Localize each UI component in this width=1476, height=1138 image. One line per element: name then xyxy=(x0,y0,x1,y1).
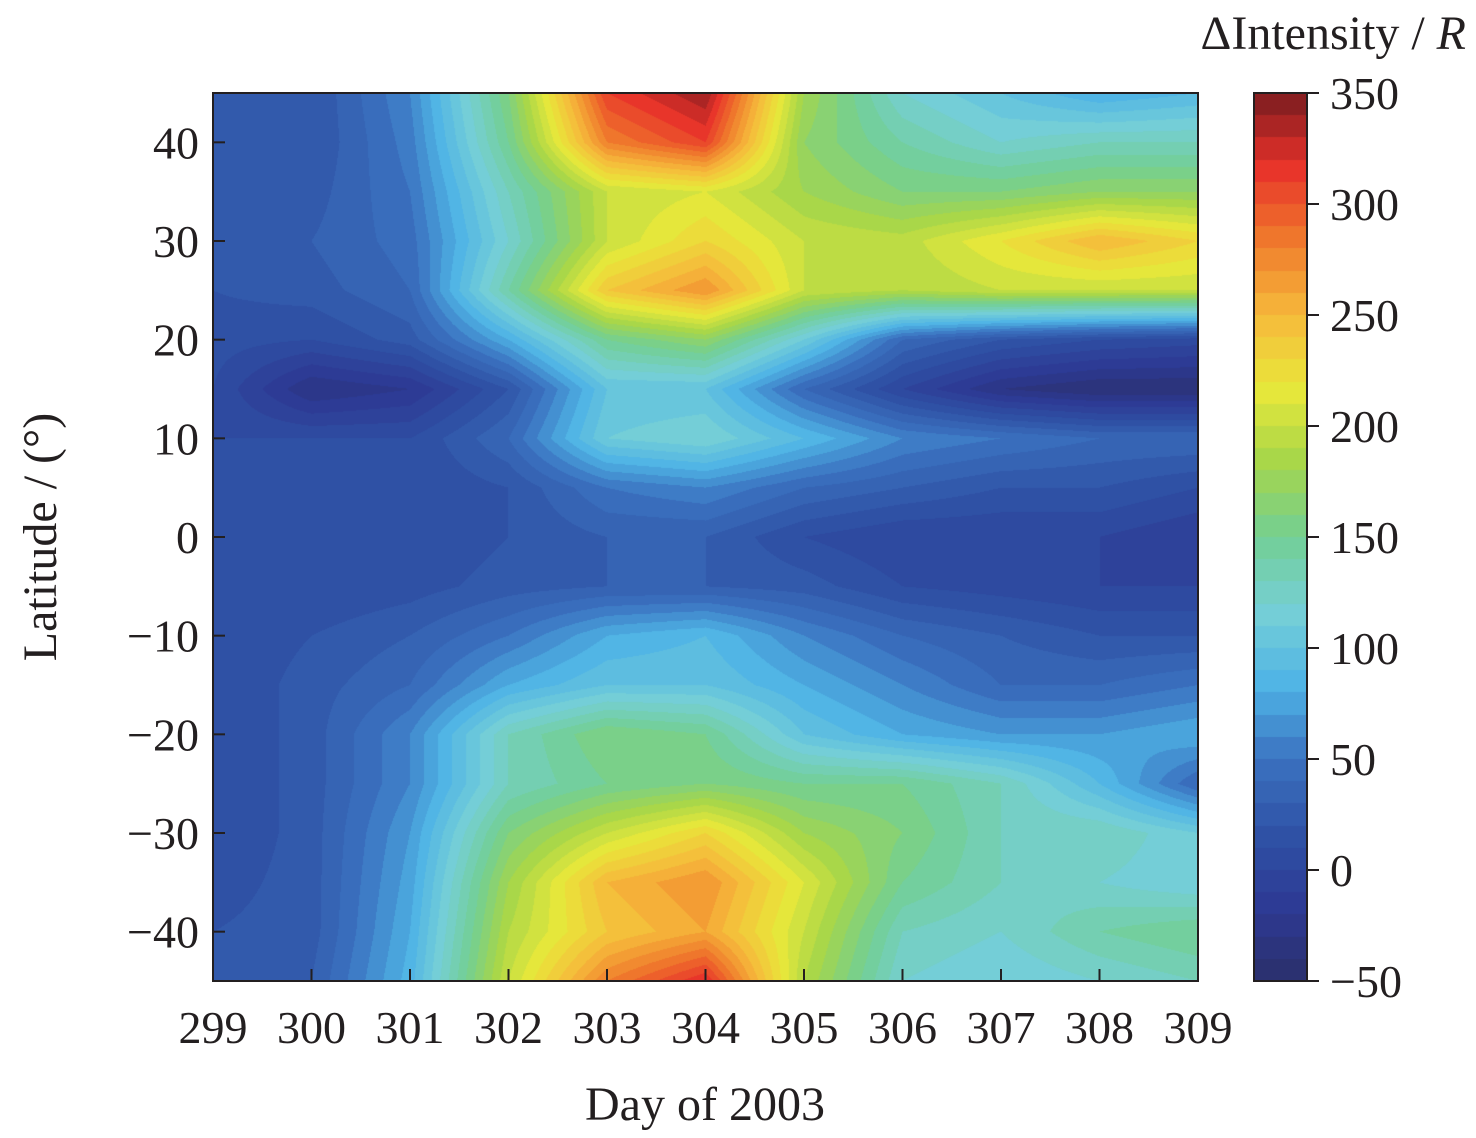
y-tick-label: 0 xyxy=(176,512,199,563)
x-tick-label: 302 xyxy=(474,1002,543,1053)
y-tick-label: 30 xyxy=(153,216,199,267)
x-axis: 299 300 301 302 303 304 305 306 307 308 309 xyxy=(179,969,1233,1053)
x-tick-label: 300 xyxy=(277,1002,346,1053)
x-tick-label: 301 xyxy=(376,1002,445,1053)
y-tick-label: 10 xyxy=(153,413,199,464)
x-tick-label: 304 xyxy=(671,1002,740,1053)
y-tick-label: 40 xyxy=(153,117,199,168)
x-tick-label: 306 xyxy=(868,1002,937,1053)
colorbar-tick-label: 0 xyxy=(1330,845,1353,896)
colorbar-axis: 350 300 250 200 150 100 50 0 −50 xyxy=(1307,68,1402,1007)
y-axis-title: Latitude / (°) xyxy=(14,413,67,661)
colorbar xyxy=(1254,93,1307,981)
colorbar-tick-label: 200 xyxy=(1330,401,1399,452)
x-tick-label: 305 xyxy=(770,1002,839,1053)
colorbar-tick-label: 50 xyxy=(1330,734,1376,785)
colorbar-tick-label: −50 xyxy=(1330,956,1402,1007)
y-tick-label: −40 xyxy=(127,907,199,958)
y-tick-label: −20 xyxy=(127,709,199,760)
colorbar-title: ΔIntensity / R xyxy=(1200,6,1466,61)
colorbar-tick-label: 350 xyxy=(1330,68,1399,119)
y-tick-label: 20 xyxy=(153,315,199,366)
colorbar-tick-label: 300 xyxy=(1330,179,1399,230)
x-tick-label: 309 xyxy=(1164,1002,1233,1053)
x-tick-label: 307 xyxy=(967,1002,1036,1053)
y-tick-label: −30 xyxy=(127,808,199,859)
colorbar-title-text: ΔIntensity / xyxy=(1200,7,1437,60)
colorbar-tick-label: 100 xyxy=(1330,623,1399,674)
colorbar-title-unit: R xyxy=(1436,7,1466,60)
x-axis-title: Day of 2003 xyxy=(585,1078,825,1131)
colorbar-tick-label: 150 xyxy=(1330,512,1399,563)
contour-plot-area xyxy=(213,93,1198,981)
x-tick-label: 299 xyxy=(179,1002,248,1053)
colorbar-tick-label: 250 xyxy=(1330,290,1399,341)
y-tick-label: −10 xyxy=(127,611,199,662)
y-axis: 40 30 20 10 0 −10 −20 −30 −40 xyxy=(127,117,225,958)
x-tick-label: 308 xyxy=(1065,1002,1134,1053)
x-tick-label: 303 xyxy=(573,1002,642,1053)
